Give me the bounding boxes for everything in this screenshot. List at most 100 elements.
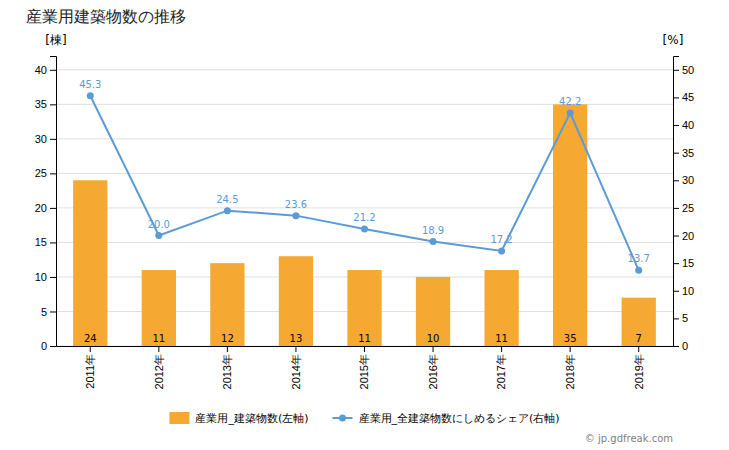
tick-label: 45 [682,91,694,103]
data-label: 11 [358,333,371,344]
tick: 15 [673,257,694,269]
bar [73,180,107,346]
data-label: 11 [495,333,508,344]
tick-mark [673,70,679,71]
tick-mark [673,180,679,181]
tick-mark [158,346,159,352]
tick-label: 2017年 [495,354,507,389]
tick: 0 [41,340,56,352]
tick-label: 2015年 [358,354,370,389]
tick: 2015年 [358,346,370,389]
data-label: 42.2 [559,96,581,107]
y-axis-title: [棟] [45,33,66,47]
tick: 2016年 [427,346,439,389]
tick-mark [50,346,56,347]
tick-mark [501,346,502,352]
tick-mark [673,263,679,264]
data-label: 45.3 [79,79,101,90]
marker [224,207,231,214]
tick-mark [50,70,56,71]
legend-swatch [169,412,189,424]
tick-label: 30 [35,133,47,145]
tick-label: 2014年 [290,354,302,389]
tick-label: 40 [35,64,47,76]
tick: 15 [35,236,56,248]
tick: 25 [673,202,694,214]
tick-mark [50,277,56,278]
tick-label: 15 [682,257,694,269]
y-axis-line [50,57,57,347]
data-label: 17.2 [490,234,512,245]
tick-label: 10 [682,285,694,297]
data-label: 35 [564,333,577,344]
tick-mark [673,291,679,292]
tick: 10 [673,285,694,297]
marker [292,212,299,219]
tick-label: 2016年 [427,354,439,389]
tick: 2011年 [84,346,96,389]
tick-label: 25 [35,167,47,179]
bar [279,256,313,346]
marks [73,92,656,346]
data-label: 13.7 [628,253,650,264]
tick: 45 [673,91,694,103]
tick-label: 2019年 [633,354,645,389]
legend-label: 産業用_建築物数(左軸) [195,412,308,425]
tick-mark [638,346,639,352]
tick-label: 20 [35,202,47,214]
tick-mark [673,153,679,154]
plot: 2011年2012年2013年2014年2015年2016年2017年2018年… [35,57,695,390]
tick-label: 30 [682,174,694,186]
y2-axis: 05101520253035404550 [673,57,694,353]
data-label: 18.9 [422,225,444,236]
marker [430,238,437,245]
tick: 2018年 [564,346,576,389]
tick-label: 50 [682,64,694,76]
tick-mark [50,208,56,209]
tick: 25 [35,167,56,179]
tick: 35 [35,98,56,110]
title: 産業用建築物数の推移 [26,7,186,26]
tick: 40 [673,119,694,131]
tick-label: 35 [35,98,47,110]
bar [210,263,244,346]
tick-label: 0 [41,340,47,352]
data-label: 10 [427,333,440,344]
tick-mark [673,97,679,98]
legend: 産業用_建築物数(左軸) 産業用_全建築物数にしめるシェア(右軸) [169,412,559,425]
tick-mark [227,346,228,352]
line [90,96,638,271]
tick: 40 [35,64,56,76]
tick: 5 [673,312,688,324]
bar [142,270,176,346]
annotation: © jp.gdfreak.com [585,433,673,444]
tick-label: 40 [682,119,694,131]
tick-mark [673,318,679,319]
tick: 30 [673,174,694,186]
data-labels: 2411121311101135745.320.024.523.621.218.… [79,79,650,344]
y2-axis-title: [%] [663,33,684,47]
tick-label: 5 [41,305,47,317]
legend-label: 産業用_全建築物数にしめるシェア(右軸) [359,412,560,425]
grid-line [56,69,673,70]
data-label: 20.0 [148,219,170,230]
tick-label: 2011年 [84,354,96,389]
tick: 2014年 [290,346,302,389]
tick-mark [673,236,679,237]
tick: 35 [673,147,694,159]
data-label: 24.5 [216,194,238,205]
tick-label: 15 [35,236,47,248]
tick-mark [673,346,679,347]
tick-mark [433,346,434,352]
tick-label: 0 [682,340,688,352]
tick-mark [673,125,679,126]
marker [155,232,162,239]
tick-label: 35 [682,147,694,159]
marker [567,109,574,116]
tick-mark [50,139,56,140]
tick: 0 [673,340,688,352]
data-label: 23.6 [285,199,307,210]
marker [361,225,368,232]
marker [87,92,94,99]
tick-mark [50,242,56,243]
